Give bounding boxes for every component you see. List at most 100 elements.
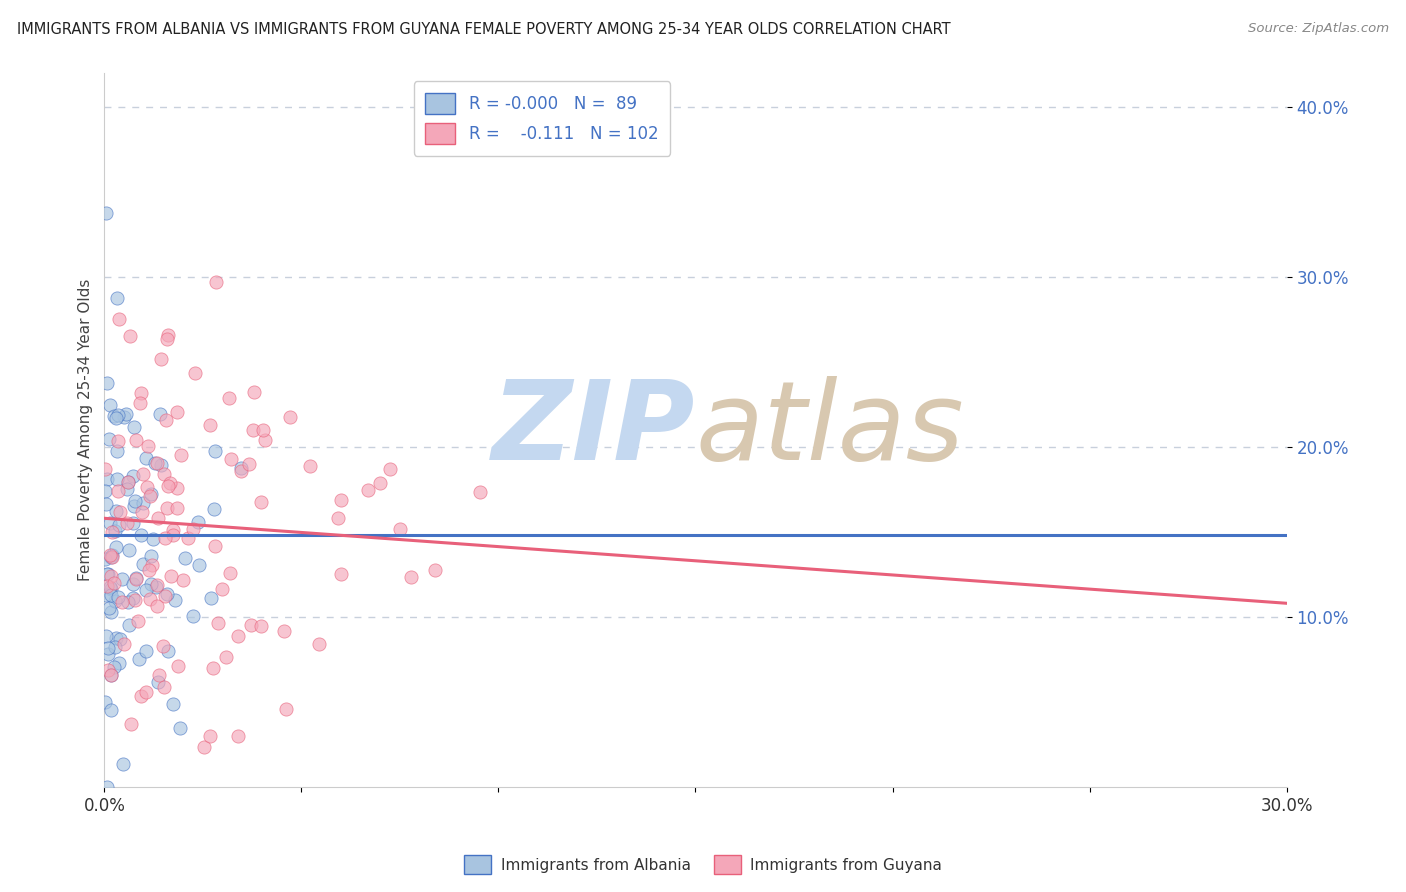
- Point: [470, 485, 492, 500]
- Point: [100, 549, 122, 564]
- Point: [100, 667, 122, 681]
- Point: [148, 668, 170, 682]
- Point: [205, 276, 228, 290]
- Point: [298, 458, 321, 473]
- Point: [128, 651, 150, 665]
- Point: [132, 496, 155, 510]
- Point: [193, 739, 215, 754]
- Point: [112, 410, 135, 425]
- Point: [166, 481, 188, 495]
- Point: [229, 461, 252, 475]
- Point: [181, 609, 204, 624]
- Point: [124, 493, 146, 508]
- Point: [166, 405, 188, 419]
- Point: [122, 420, 145, 434]
- Point: [135, 451, 157, 466]
- Point: [204, 444, 226, 458]
- Point: [187, 515, 209, 529]
- Point: [166, 500, 188, 515]
- Point: [127, 615, 149, 629]
- Point: [169, 721, 191, 735]
- Point: [125, 572, 148, 586]
- Point: [100, 668, 122, 682]
- Point: [108, 312, 131, 326]
- Point: [399, 570, 422, 584]
- Point: [103, 409, 125, 424]
- Point: [100, 703, 122, 717]
- Point: [238, 457, 260, 471]
- Point: [145, 580, 167, 594]
- Point: [132, 467, 155, 481]
- Point: [368, 475, 391, 490]
- Point: [118, 542, 141, 557]
- Point: [96, 206, 118, 220]
- Point: [104, 640, 127, 655]
- Text: IMMIGRANTS FROM ALBANIA VS IMMIGRANTS FROM GUYANA FEMALE POVERTY AMONG 25-34 YEA: IMMIGRANTS FROM ALBANIA VS IMMIGRANTS FR…: [17, 22, 950, 37]
- Point: [105, 292, 128, 306]
- Point: [135, 643, 157, 657]
- Point: [129, 528, 152, 542]
- Point: [97, 640, 120, 655]
- Point: [152, 467, 174, 481]
- Point: [97, 567, 120, 582]
- Point: [218, 566, 240, 581]
- Point: [423, 564, 446, 578]
- Point: [308, 637, 330, 651]
- Point: [150, 351, 173, 366]
- Point: [162, 528, 184, 542]
- Point: [108, 657, 131, 671]
- Point: [146, 675, 169, 690]
- Text: Source: ZipAtlas.com: Source: ZipAtlas.com: [1249, 22, 1389, 36]
- Point: [107, 409, 129, 423]
- Point: [101, 550, 124, 565]
- Point: [107, 518, 129, 533]
- Point: [98, 432, 121, 446]
- Point: [96, 580, 118, 594]
- Point: [219, 452, 242, 467]
- Point: [153, 589, 176, 603]
- Point: [329, 566, 352, 581]
- Point: [98, 398, 121, 412]
- Point: [278, 410, 301, 425]
- Point: [326, 511, 349, 525]
- Point: [242, 384, 264, 399]
- Point: [97, 663, 120, 677]
- Point: [139, 489, 162, 503]
- Point: [122, 469, 145, 483]
- Point: [211, 582, 233, 597]
- Text: atlas: atlas: [696, 376, 965, 483]
- Point: [105, 444, 128, 458]
- Point: [124, 593, 146, 607]
- Point: [136, 439, 159, 453]
- Point: [240, 617, 263, 632]
- Point: [149, 458, 172, 473]
- Point: [226, 729, 249, 743]
- Point: [138, 563, 160, 577]
- Point: [141, 576, 163, 591]
- Point: [380, 461, 402, 475]
- Point: [122, 500, 145, 514]
- Point: [273, 624, 295, 638]
- Point: [250, 619, 273, 633]
- Point: [156, 644, 179, 658]
- Point: [139, 549, 162, 564]
- Point: [157, 328, 180, 343]
- Point: [100, 605, 122, 619]
- Point: [94, 630, 117, 644]
- Point: [104, 631, 127, 645]
- Point: [105, 411, 128, 425]
- Point: [105, 471, 128, 485]
- Point: [274, 702, 297, 716]
- Point: [155, 501, 177, 516]
- Point: [94, 588, 117, 602]
- Point: [94, 552, 117, 566]
- Point: [162, 523, 184, 537]
- Point: [242, 423, 264, 437]
- Point: [96, 780, 118, 794]
- Point: [96, 472, 118, 486]
- Point: [250, 495, 273, 509]
- Point: [108, 505, 131, 519]
- Point: [165, 593, 187, 607]
- Point: [121, 576, 143, 591]
- Point: [111, 572, 134, 586]
